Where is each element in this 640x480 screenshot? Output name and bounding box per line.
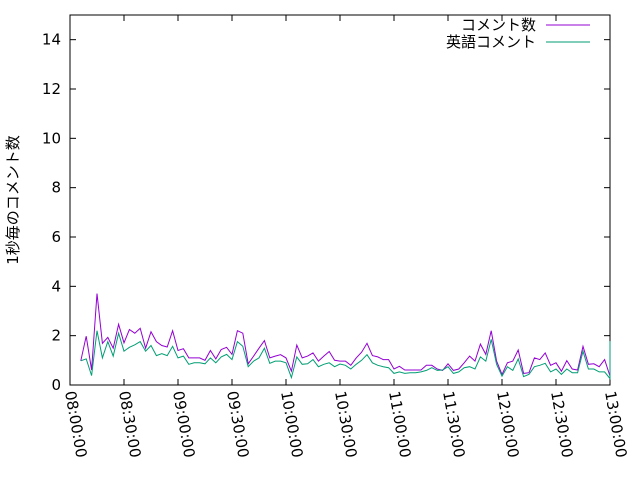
series-line-0 bbox=[80, 293, 611, 377]
plot-border bbox=[69, 14, 611, 386]
x-tick-label: 10:30:00 bbox=[331, 390, 360, 459]
y-axis-label: 1秒毎のコメント数 bbox=[4, 135, 22, 265]
y-tick-label: 0 bbox=[51, 376, 61, 394]
legend-label: コメント数 bbox=[461, 16, 536, 34]
y-tick-label: 8 bbox=[51, 179, 61, 197]
x-tick-label: 13:00:00 bbox=[601, 390, 630, 459]
series-group bbox=[80, 293, 611, 381]
y-tick-label: 12 bbox=[42, 80, 61, 98]
x-tick-label: 12:00:00 bbox=[493, 390, 522, 459]
x-tick-label: 10:00:00 bbox=[277, 390, 306, 459]
y-tick-label: 14 bbox=[42, 31, 61, 49]
x-tick-label: 09:30:00 bbox=[223, 390, 252, 459]
y-tick-label: 10 bbox=[42, 129, 61, 147]
axes: 0 2 4 6 8 10 12 14 08:00:00 08:30:00 09:00:00 09:30… bbox=[42, 14, 630, 459]
x-tick-label: 08:00:00 bbox=[61, 390, 90, 459]
y-tick-label: 2 bbox=[51, 327, 61, 345]
legend-label: 英語コメント bbox=[446, 33, 536, 51]
y-tick-label: 6 bbox=[51, 228, 61, 246]
x-tick-label: 11:30:00 bbox=[439, 390, 468, 459]
x-tick-label: 12:30:00 bbox=[547, 390, 576, 459]
x-tick-label: 09:00:00 bbox=[169, 390, 198, 459]
x-tick-label: 11:00:00 bbox=[385, 390, 414, 459]
series-line-1 bbox=[80, 330, 611, 381]
x-tick-label: 08:30:00 bbox=[115, 390, 144, 459]
y-tick-label: 4 bbox=[51, 277, 61, 295]
